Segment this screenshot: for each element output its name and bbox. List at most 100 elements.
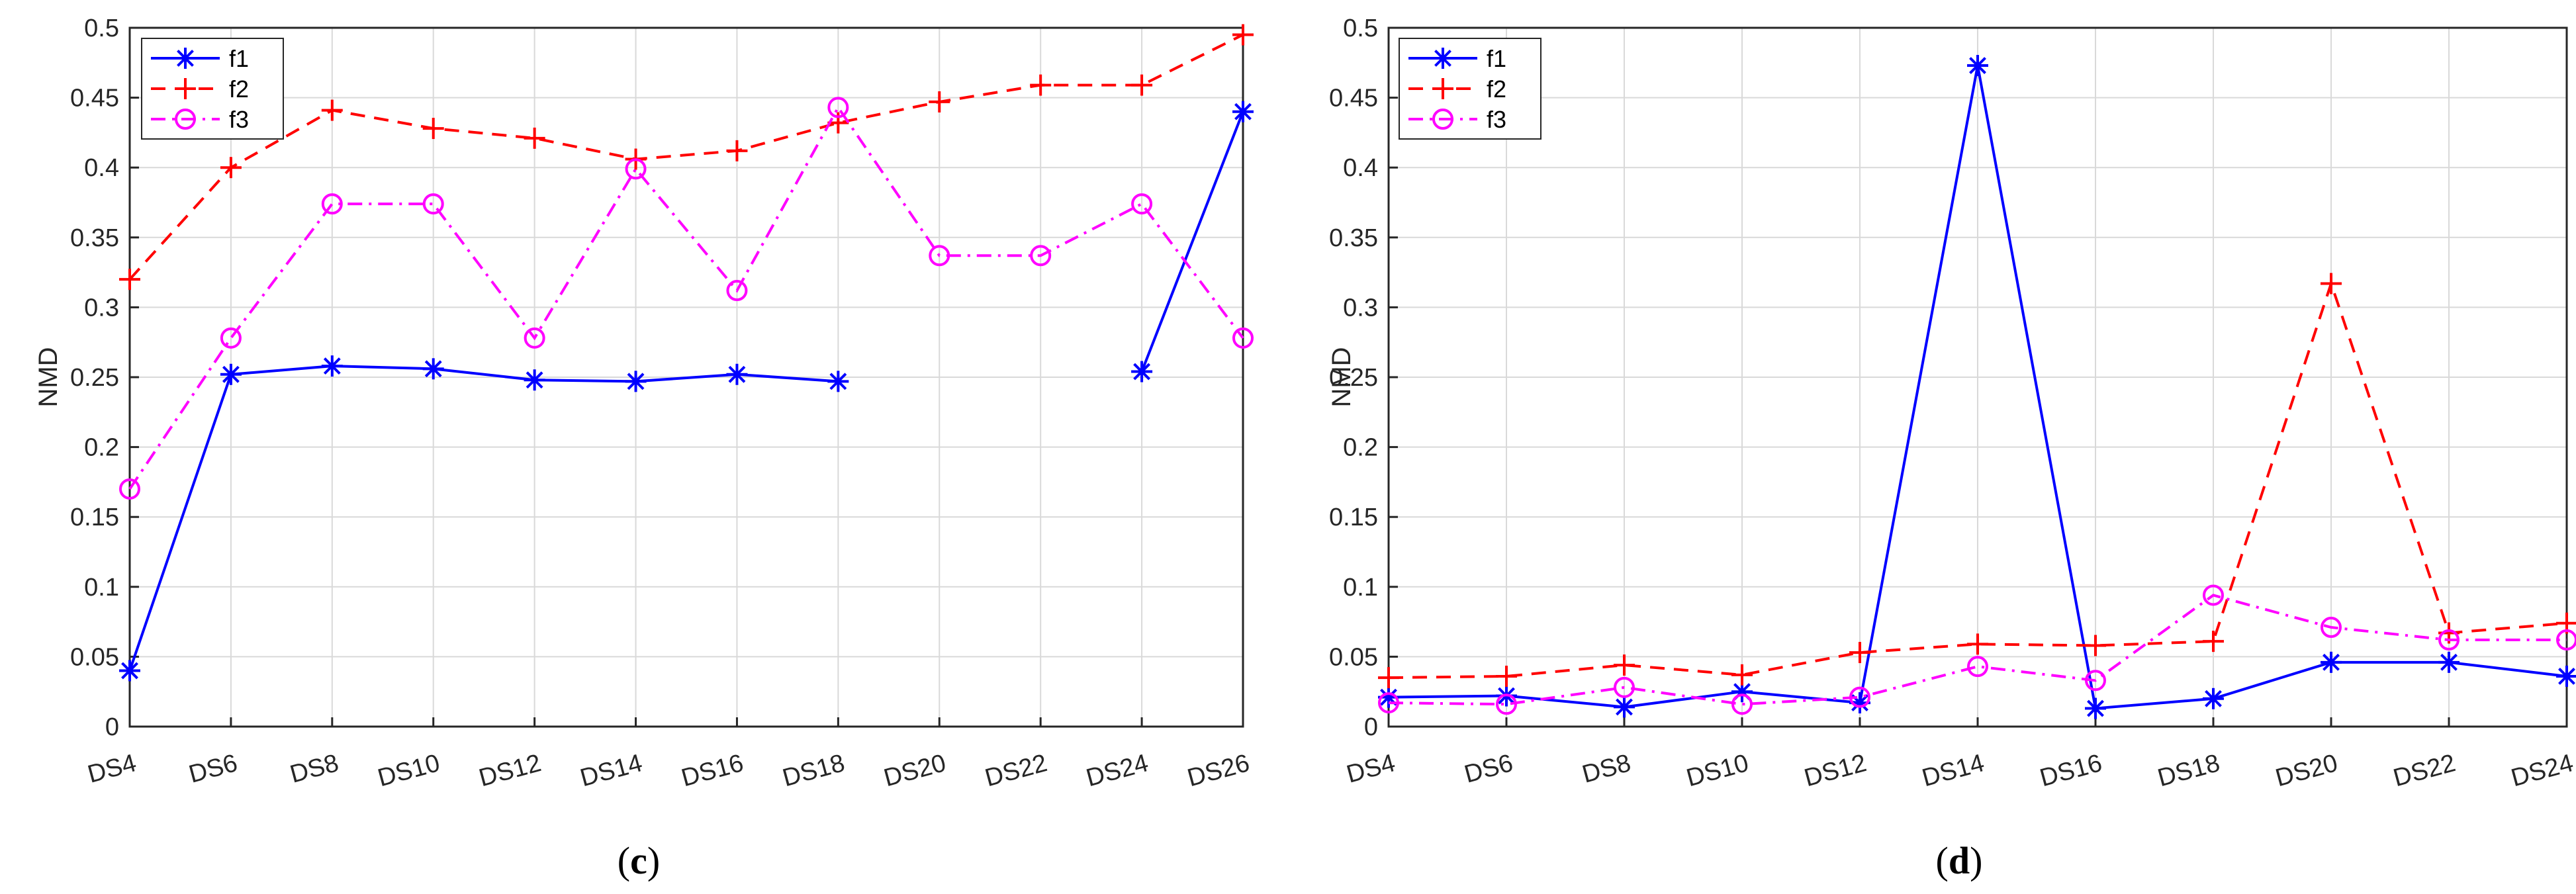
data-point-f2: [524, 127, 545, 149]
data-point-f3: [1967, 656, 1988, 678]
data-point-f1: [220, 363, 242, 385]
y-tick-label: 0.25: [70, 364, 119, 392]
y-tick-label: 0: [105, 713, 119, 741]
y-tick-label: 0.1: [84, 574, 119, 602]
legend-label: f1: [229, 45, 249, 72]
data-point-f1: [321, 355, 343, 377]
data-point-f1: [2085, 697, 2106, 719]
data-point-f2: [1232, 24, 1254, 46]
y-tick-label: 0.35: [1329, 224, 1378, 252]
data-point-f3: [2321, 617, 2342, 639]
data-point-f1: [524, 369, 545, 391]
data-point-f3: [1849, 686, 1870, 708]
series-line-f3: [1388, 594, 2567, 706]
data-point-f2: [119, 269, 140, 291]
data-point-f3: [726, 280, 748, 302]
data-point-f3: [1131, 193, 1153, 215]
data-point-f1: [2438, 651, 2460, 673]
data-point-f1: [2556, 665, 2576, 687]
y-tick-label: 0.25: [1329, 364, 1378, 392]
y-tick-label: 0.4: [1343, 154, 1378, 182]
legend-entry-f1: f1: [1408, 45, 1506, 72]
data-point-f1: [1232, 101, 1254, 122]
data-point-f2: [1496, 665, 1517, 687]
legend-entry-f3: f3: [1408, 106, 1506, 133]
data-point-f1: [422, 358, 444, 380]
legend-entry-f2: f2: [151, 75, 249, 103]
data-point-f2: [2203, 631, 2224, 652]
panel-label: (d): [1936, 839, 1983, 882]
data-point-f3: [2085, 670, 2106, 692]
legend-entry-f3: f3: [151, 106, 249, 133]
series-f2: [1378, 273, 2576, 689]
panel-label: (c): [618, 839, 660, 882]
legend-entry-f2: f2: [1408, 75, 1506, 103]
data-point-f3: [1030, 245, 1052, 267]
data-point-f2: [1378, 667, 1399, 689]
legend-label: f3: [229, 106, 249, 133]
data-point-f3: [625, 158, 647, 180]
series-line-f2: [128, 33, 1244, 281]
y-axis-label: NMD: [1327, 347, 1356, 407]
data-point-f3: [2438, 629, 2460, 651]
y-tick-label: 0.05: [70, 643, 119, 671]
data-point-f3: [422, 193, 444, 215]
data-point-f2: [422, 118, 444, 140]
data-point-f1: [2321, 651, 2342, 673]
y-tick-label: 0.3: [84, 294, 119, 322]
y-tick-label: 0.5: [84, 15, 119, 42]
series-f3: [1378, 584, 2576, 715]
data-point-f1: [625, 371, 647, 392]
data-point-f3: [1731, 693, 1753, 715]
data-point-f2: [1849, 642, 1870, 664]
data-point-f3: [220, 327, 242, 349]
legend: f1 f2 f3: [1399, 38, 1541, 140]
data-point-f2: [1731, 664, 1753, 686]
y-axis-label: NMD: [34, 347, 63, 407]
data-point-f3: [1614, 676, 1635, 698]
series-f3: [119, 97, 1254, 500]
data-point-f1: [726, 363, 748, 385]
y-tick-label: 0.4: [84, 154, 119, 182]
data-point-f2: [321, 99, 343, 121]
y-tick-label: 0.45: [1329, 85, 1378, 112]
legend-label: f2: [229, 75, 249, 103]
data-point-f2: [1614, 654, 1635, 676]
series-f1: [1378, 55, 2576, 719]
y-tick-label: 0.45: [70, 85, 119, 112]
data-point-f2: [1030, 74, 1052, 96]
y-tick-label: 0.15: [70, 504, 119, 531]
data-point-f3: [1378, 692, 1399, 714]
data-point-f2: [1967, 633, 1988, 655]
data-point-f3: [827, 97, 849, 118]
data-point-f1: [119, 660, 140, 682]
data-point-f3: [2556, 629, 2576, 651]
series-line-f1: [1140, 111, 1244, 373]
y-tick-label: 0.15: [1329, 504, 1378, 531]
y-tick-label: 0.1: [1343, 574, 1378, 602]
data-point-f2: [1131, 74, 1153, 96]
data-point-f1: [1614, 696, 1635, 718]
y-tick-label: 0.2: [84, 434, 119, 462]
series-f1: [119, 101, 1254, 682]
series-line-f3: [128, 105, 1244, 490]
series-line-f1: [128, 365, 839, 672]
data-point-f2: [726, 140, 748, 161]
data-point-f1: [827, 371, 849, 392]
data-point-f3: [524, 327, 545, 349]
data-point-f3: [321, 193, 343, 215]
series-line-f2: [1388, 279, 2567, 680]
data-point-f2: [2085, 635, 2106, 656]
y-tick-label: 0.2: [1343, 434, 1378, 462]
y-tick-label: 0.3: [1343, 294, 1378, 322]
y-tick-label: 0: [1364, 713, 1378, 741]
data-point-f1: [2203, 688, 2224, 709]
data-point-f3: [1232, 327, 1254, 349]
y-tick-label: 0.35: [70, 224, 119, 252]
data-point-f2: [929, 91, 950, 112]
legend-entry-f1: f1: [151, 45, 249, 72]
data-point-f3: [119, 478, 140, 500]
data-point-f3: [1496, 693, 1517, 715]
y-tick-label: 0.5: [1343, 15, 1378, 42]
